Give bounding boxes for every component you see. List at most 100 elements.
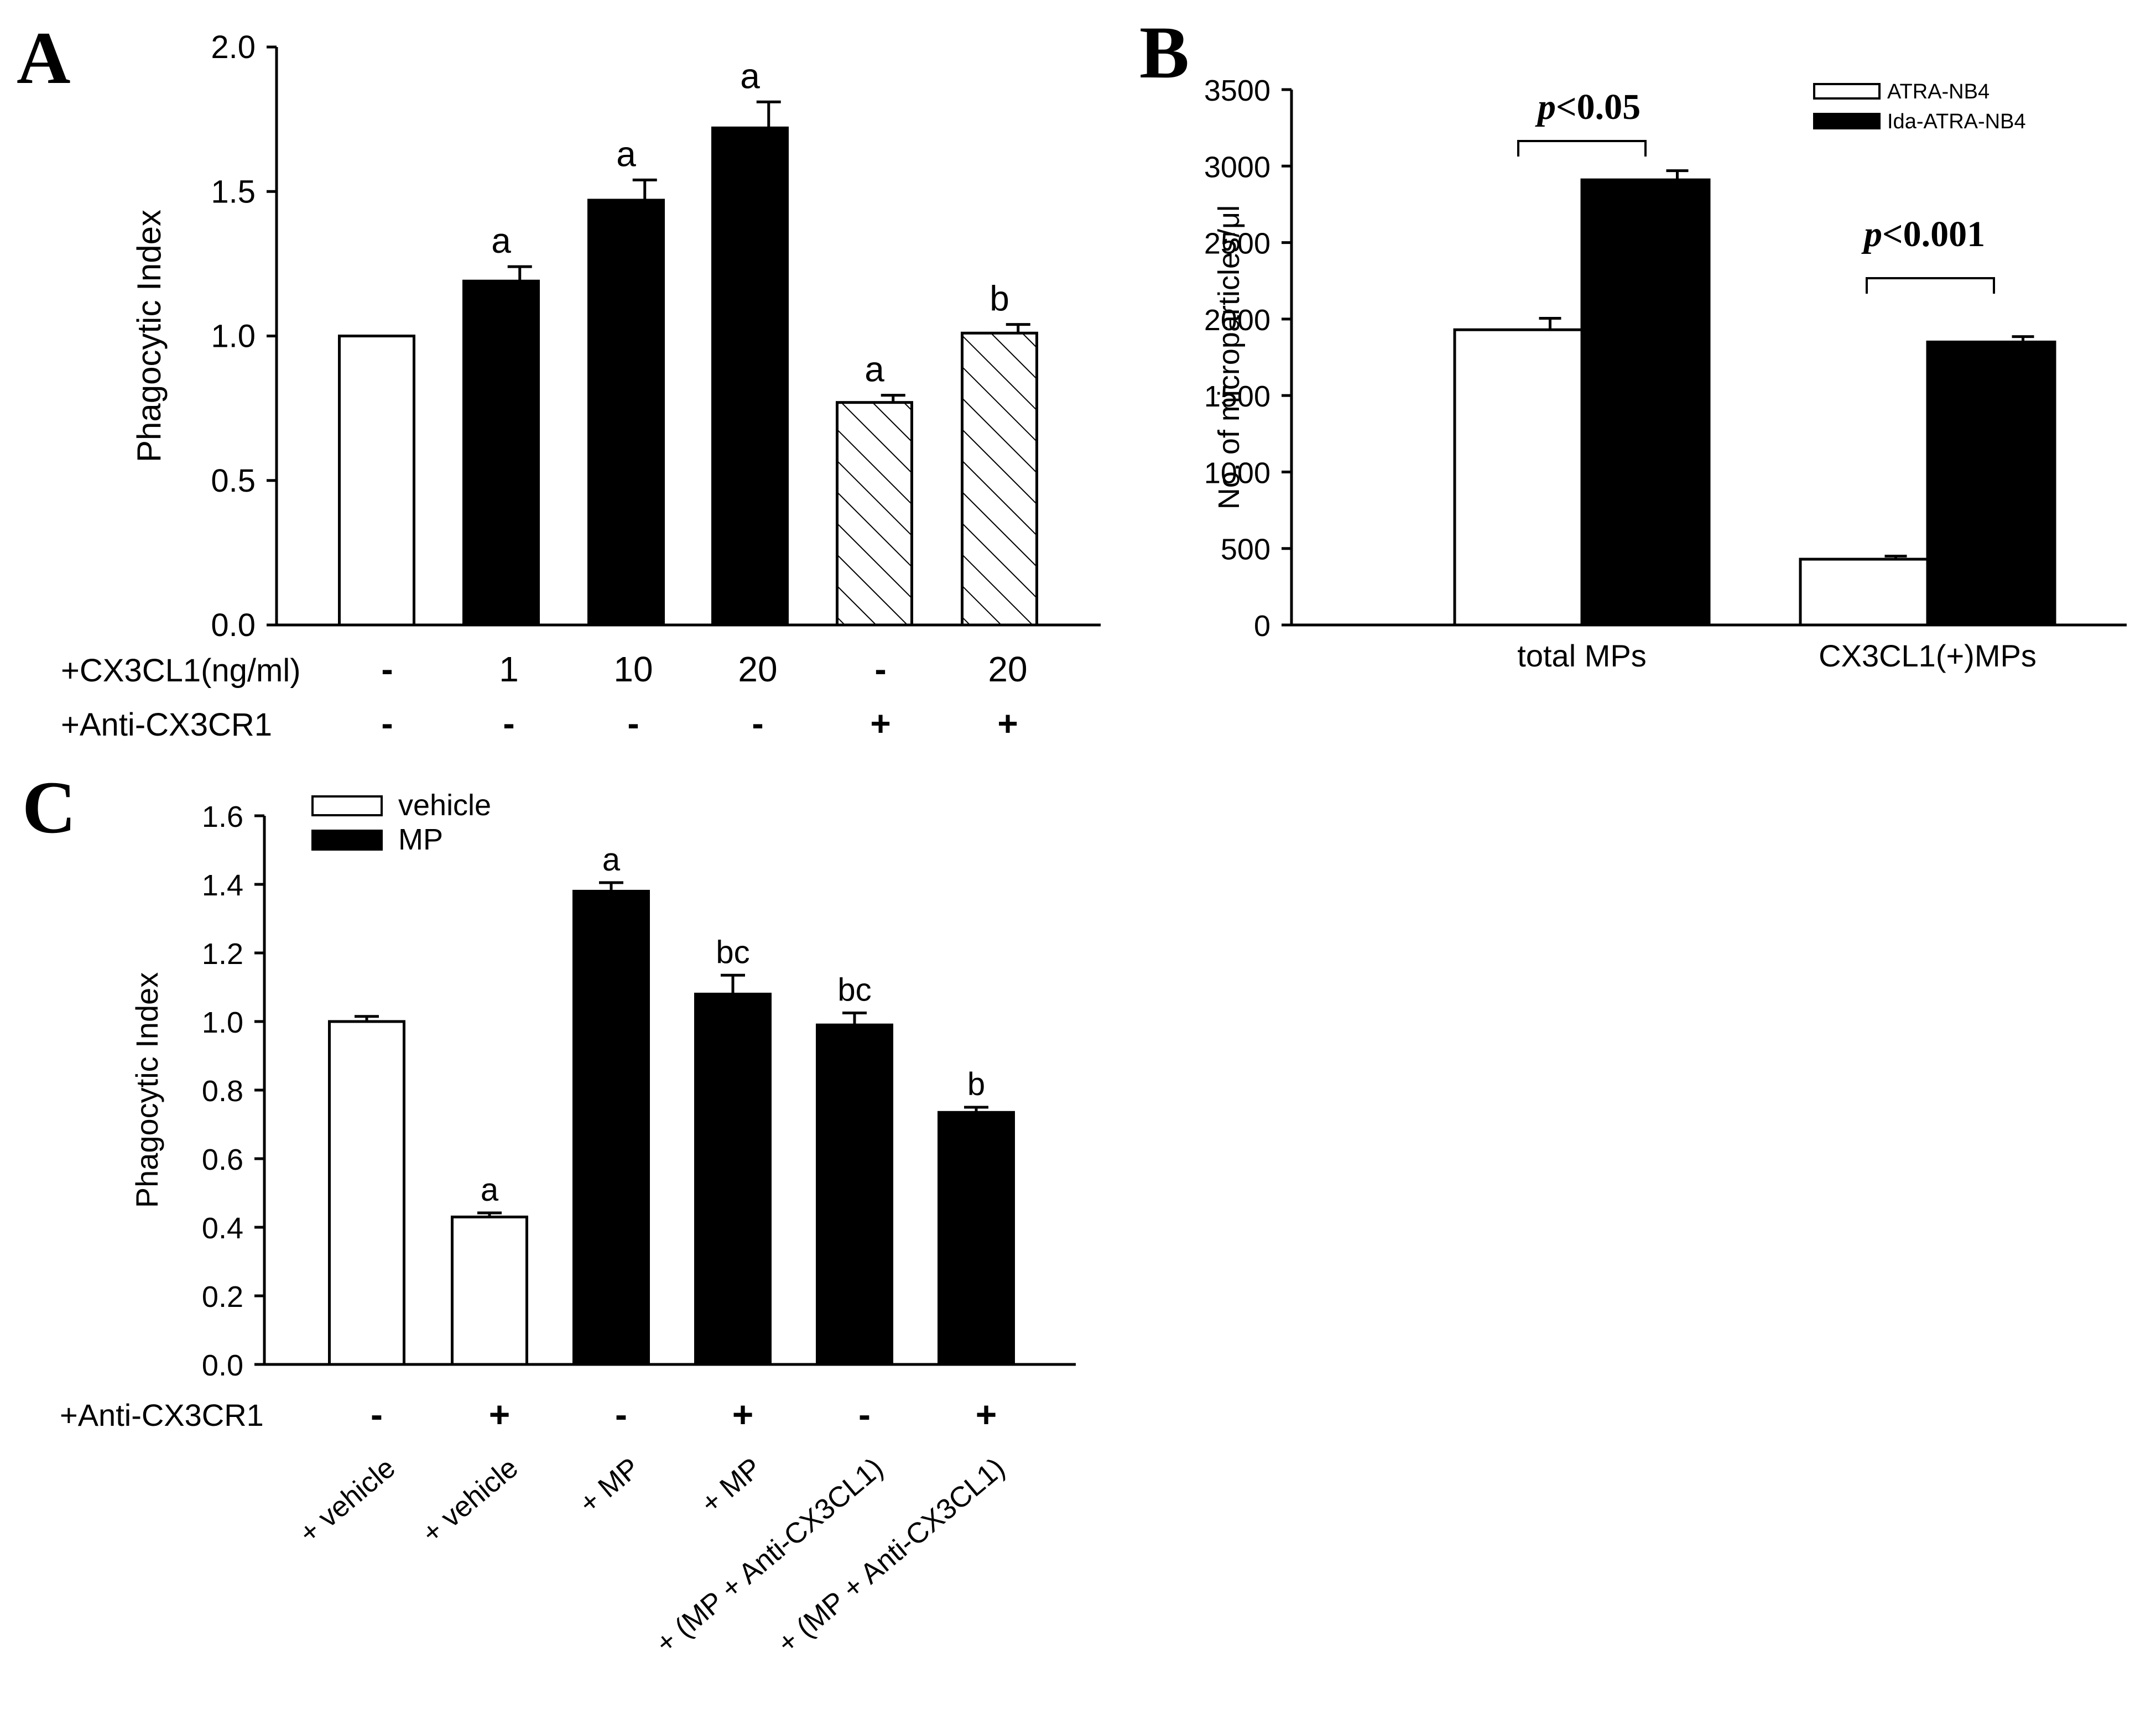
y-tick-label: 0.0 xyxy=(202,1349,243,1382)
significance-letter: b xyxy=(990,279,1009,319)
y-tick-label: 2500 xyxy=(1204,227,1270,260)
y-tick-label: 500 xyxy=(1221,533,1270,566)
x-tick-label: + MP xyxy=(695,1452,767,1520)
condition-value: - xyxy=(381,704,393,743)
legend-label: MP xyxy=(398,823,443,856)
legend-label: ATRA-NB4 xyxy=(1887,80,1990,103)
significance-letter: a xyxy=(481,1172,499,1208)
y-tick-label: 1.0 xyxy=(211,319,256,355)
significance-letter: a xyxy=(740,56,760,96)
y-tick-label: 1.2 xyxy=(202,937,243,971)
significance-letter: a xyxy=(602,842,621,878)
condition-value: - xyxy=(371,1394,383,1435)
y-tick-label: 2.0 xyxy=(211,29,256,65)
x-tick-label: + (MP + Anti-CX3CL1) xyxy=(772,1452,1011,1660)
legend-label: vehicle xyxy=(398,789,491,822)
condition-row-label: +CX3CL1(ng/ml) xyxy=(61,653,301,689)
y-tick-label: 3000 xyxy=(1204,150,1270,184)
bar xyxy=(836,401,913,627)
condition-value: - xyxy=(381,649,393,689)
significance-letter: bc xyxy=(837,972,871,1008)
bar xyxy=(711,126,789,627)
bar xyxy=(572,889,650,1366)
legend-swatch xyxy=(311,795,383,816)
y-tick-label: 1.6 xyxy=(202,800,243,833)
condition-value: 10 xyxy=(613,649,653,689)
p-value-text: <0.001 xyxy=(1882,214,1985,254)
significance-letter: b xyxy=(967,1066,985,1102)
significance-letter: a xyxy=(491,221,511,260)
y-tick-label: 3500 xyxy=(1204,74,1270,107)
condition-value: - xyxy=(752,704,763,743)
condition-value: + xyxy=(976,1394,997,1435)
condition-row-label: +Anti-CX3CR1 xyxy=(60,1398,264,1432)
panel-letter-c: C xyxy=(22,767,76,849)
x-tick-label: + (MP + Anti-CX3CL1) xyxy=(650,1452,889,1660)
condition-value: + xyxy=(732,1394,754,1435)
p-value-label: p<0.001 xyxy=(1861,214,1985,254)
legend-swatch xyxy=(1813,113,1881,129)
condition-value: - xyxy=(874,649,886,689)
condition-row-label: +Anti-CX3CR1 xyxy=(61,707,272,743)
y-tick-label: 0 xyxy=(1254,609,1270,643)
bar xyxy=(816,1023,893,1366)
bar xyxy=(1453,328,1584,627)
condition-value: 1 xyxy=(499,649,519,689)
p-value-symbol: p xyxy=(1535,87,1556,127)
bar xyxy=(462,279,540,627)
y-tick-label: 1.5 xyxy=(211,174,256,210)
condition-value: - xyxy=(858,1394,871,1435)
significance-letter: bc xyxy=(716,934,749,970)
chart-panel-c: 0.0 0.2 0.4 0.6 0.8 1.0 1.2 1.4 1.6 Phagocytic In… xyxy=(60,789,1076,1660)
x-tick-label: + MP xyxy=(573,1452,645,1520)
significance-bracket xyxy=(1866,277,1995,294)
legend-swatch xyxy=(311,830,383,851)
chart-panel-b: 0 500 1000 1500 2000 2500 3000 3500 No. of micro… xyxy=(1204,74,2127,673)
y-tick-label: 1000 xyxy=(1204,456,1270,489)
condition-value: + xyxy=(997,704,1018,743)
bar xyxy=(694,992,772,1366)
y-tick-label: 0.6 xyxy=(202,1143,243,1176)
y-tick-label: 0.0 xyxy=(211,607,256,643)
panel-letter-b: B xyxy=(1139,12,1189,94)
condition-value: + xyxy=(489,1394,511,1435)
significance-bracket xyxy=(1517,140,1647,157)
condition-value: - xyxy=(627,704,639,743)
y-tick-label: 0.2 xyxy=(202,1280,243,1314)
y-axis-label: No. of microparticles/μl xyxy=(1212,205,1246,509)
condition-value: - xyxy=(503,704,514,743)
condition-value: - xyxy=(615,1394,627,1435)
p-value-symbol: p xyxy=(1861,214,1882,254)
y-tick-label: 2000 xyxy=(1204,304,1270,337)
condition-value: + xyxy=(870,704,890,743)
bar xyxy=(451,1215,528,1366)
y-axis-label: Phagocytic Index xyxy=(131,210,168,462)
bar xyxy=(338,335,415,627)
condition-value: 20 xyxy=(738,649,777,689)
bar xyxy=(1580,178,1711,627)
x-tick-label: + vehicle xyxy=(293,1452,402,1550)
p-value-label: p<0.05 xyxy=(1535,87,1641,127)
chart-panel-a: 0.0 0.5 1.0 1.5 2.0 Phagocytic Index a a a a b +CX3… xyxy=(61,29,1101,743)
significance-letter: a xyxy=(616,134,636,174)
y-tick-label: 0.5 xyxy=(211,463,256,499)
panel-letter-a: A xyxy=(17,17,71,100)
y-tick-label: 0.8 xyxy=(202,1075,243,1108)
significance-letter: a xyxy=(865,350,884,389)
y-tick-label: 1500 xyxy=(1204,380,1270,413)
x-tick-label: + vehicle xyxy=(416,1452,524,1550)
bar xyxy=(1799,557,1929,627)
condition-value: 20 xyxy=(988,649,1027,689)
p-value-text: <0.05 xyxy=(1556,87,1641,127)
y-axis-label: Phagocytic Index xyxy=(129,972,164,1208)
x-tick-label: total MPs xyxy=(1517,638,1646,673)
legend-label: Ida-ATRA-NB4 xyxy=(1887,110,2026,133)
y-tick-label: 1.0 xyxy=(202,1006,243,1039)
y-tick-label: 1.4 xyxy=(202,869,243,902)
bar xyxy=(328,1020,405,1366)
x-tick-label: CX3CL1(+)MPs xyxy=(1819,638,2037,673)
bar xyxy=(587,199,665,627)
bar xyxy=(1926,340,2056,627)
bar xyxy=(938,1111,1015,1366)
